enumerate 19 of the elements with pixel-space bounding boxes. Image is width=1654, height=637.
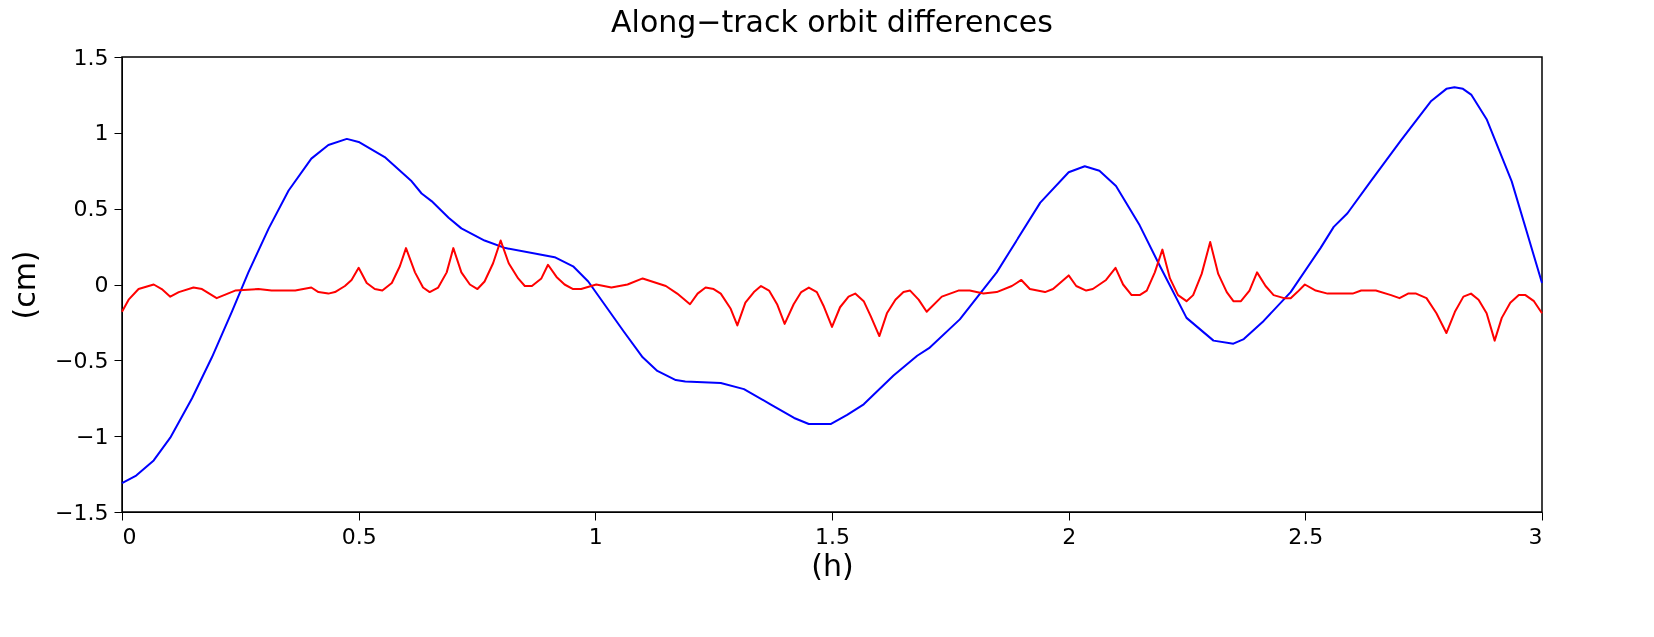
line-series [121,86,1543,485]
y-tick-label: 1 [94,120,109,146]
y-tick-label: 1.5 [73,44,109,70]
x-tick-label: 0.5 [341,523,377,549]
y-tick-label: −1.5 [55,499,109,525]
x-tick-label: 2 [1062,523,1077,549]
line-series [121,239,1543,342]
y-tick-label: −0.5 [55,347,109,373]
y-tick-label: −1 [76,423,109,449]
x-axis-title: (h) [811,547,854,583]
chart-title: Along−track orbit differences [611,4,1053,39]
x-tick-label: 1 [588,523,603,549]
y-axis-title: (cm) [7,250,43,320]
x-tick-label: 2.5 [1288,523,1324,549]
x-tick-label: 3 [1528,523,1543,549]
y-tick-label: 0.5 [73,196,109,222]
x-tick-label: 1.5 [815,523,850,549]
y-tick-label: 0 [94,272,109,297]
x-tick-label: 0 [122,523,137,549]
